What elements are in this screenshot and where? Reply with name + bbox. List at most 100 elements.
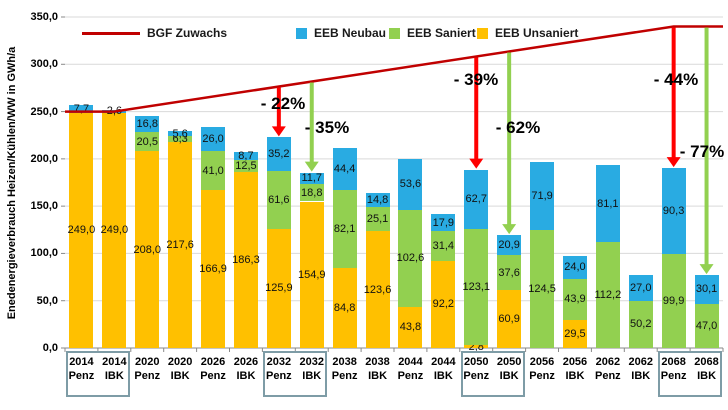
bar-segment-eeb-neubau [332,148,357,191]
segment-value-label: 12,5 [235,159,257,172]
legend-item: EEB Neubau [296,25,386,41]
highlight-box [658,351,722,397]
y-tick-label: 300,0 [30,58,58,71]
segment-value-label: 44,4 [333,163,356,176]
bar-segment-eeb-neubau [497,235,522,255]
legend-swatch-bgf-zuwachs [82,31,140,35]
bar-segment-eeb-neubau [201,126,226,152]
bar-segment-eeb-unsaniert [168,142,193,348]
legend-item: EEB Saniert [389,25,476,41]
segment-value-label: 62,7 [465,193,487,206]
segment-value-label: 31,4 [432,239,455,252]
y-tick-label: 0,0 [42,342,58,354]
percent-annotation-label: - 44% [653,70,699,89]
segment-value-label: 61,6 [268,193,290,206]
segment-value-label: 90,3 [662,204,685,217]
bar-segment-eeb-unsaniert [398,306,423,348]
bar-segment-eeb-unsaniert [135,151,160,348]
x-category-label: 2062 Penz [595,356,621,382]
percent-annotation-label: - 39% [453,70,499,89]
bar-segment-eeb-neubau [661,168,686,254]
bar-segment-eeb-saniert [530,230,555,348]
legend-label: EEB Saniert [407,26,476,40]
bar-segment-eeb-neubau [398,158,423,210]
legend-swatch-eeb-unsaniert [477,27,488,39]
bar-segment-eeb-unsaniert [431,260,456,348]
percent-annotation-label: - 22% [260,94,306,113]
y-tick-label: 350,0 [30,11,58,23]
segment-value-label: 41,0 [202,164,224,177]
percent-annotation-label: - 62% [495,118,541,137]
bar-segment-eeb-saniert [332,190,357,268]
highlight-box [460,351,525,397]
bar-segment-eeb-unsaniert [69,112,94,348]
segment-value-label: 47,0 [695,319,718,332]
segment-value-label: 27,0 [630,281,652,294]
bar-segment-eeb-neubau [168,130,193,137]
segment-value-label: 166,9 [199,263,227,276]
segment-value-label: 8,7 [238,149,254,162]
bar-segment-eeb-saniert [431,231,456,261]
bar-segment-eeb-saniert [661,253,686,348]
segment-value-label: 102,6 [396,252,425,265]
x-category-label: 2032 Penz [266,356,292,382]
x-category-label: 2068 IBK [694,356,719,382]
bar-segment-eeb-neubau [365,193,390,208]
bar-segment-eeb-neubau [299,172,324,184]
segment-value-label: 43,8 [399,321,422,334]
x-category-label: 2050 IBK [496,356,522,382]
segment-value-label: 84,8 [333,301,356,314]
segment-value-label: 81,1 [597,197,619,210]
x-category-label: 2038 Penz [331,356,358,382]
segment-value-label: 99,9 [662,294,685,307]
bar-segment-eeb-saniert [201,151,226,191]
percent-annotation-label: - 77% [679,142,725,161]
bar-segment-eeb-neubau [562,255,587,279]
segment-value-label: 92,2 [432,298,455,311]
segment-value-label: 217,6 [166,239,194,252]
bar-segment-eeb-saniert [464,228,489,346]
segment-value-label: 20,9 [498,238,520,251]
bar-segment-eeb-unsaniert [299,201,324,348]
segment-value-label: 24,0 [564,261,586,274]
bar-segment-eeb-saniert [694,303,719,348]
segment-value-label: 25,1 [366,213,389,226]
segment-value-label: 16,8 [136,117,158,130]
bar-segment-eeb-neubau [628,274,653,301]
bar-segment-eeb-unsaniert [332,267,357,348]
bar-segment-eeb-saniert [628,300,653,348]
segment-value-label: 26,0 [202,133,224,146]
segment-value-label: 208,0 [133,243,162,256]
legend-item: BGF Zuwachs [82,25,227,41]
segment-value-label: 20,5 [136,135,158,148]
bar-segment-eeb-saniert [135,131,160,152]
bar-segment-eeb-neubau [595,165,620,242]
bar-segment-eeb-neubau [530,162,555,231]
x-category-label: 2014 IBK [102,356,127,382]
legend-swatch-eeb-saniert [389,27,400,39]
y-tick-label: 250,0 [30,105,58,118]
segment-value-label: 71,9 [531,190,553,203]
bar-segment-eeb-unsaniert [233,171,258,348]
bar-segment-eeb-neubau [135,116,160,132]
bar-segment-eeb-saniert [168,136,193,143]
bar-segment-eeb-unsaniert [266,228,291,348]
segment-value-label: 50,2 [630,318,652,331]
segment-value-label: 123,6 [363,283,392,296]
bar-segment-eeb-neubau [464,169,489,229]
bar-segment-eeb-saniert [365,207,390,232]
x-category-label: 2068 Penz [660,356,687,382]
segment-value-label: 37,6 [498,266,520,279]
bar-segment-eeb-saniert [497,254,522,291]
legend-label: BGF Zuwachs [147,26,228,40]
segment-value-label: 14,8 [366,194,389,207]
highlight-box [263,351,328,397]
legend-swatch-eeb-neubau [296,27,307,39]
legend-item: EEB Unsaniert [477,25,578,41]
bar-segment-eeb-unsaniert [464,345,489,348]
